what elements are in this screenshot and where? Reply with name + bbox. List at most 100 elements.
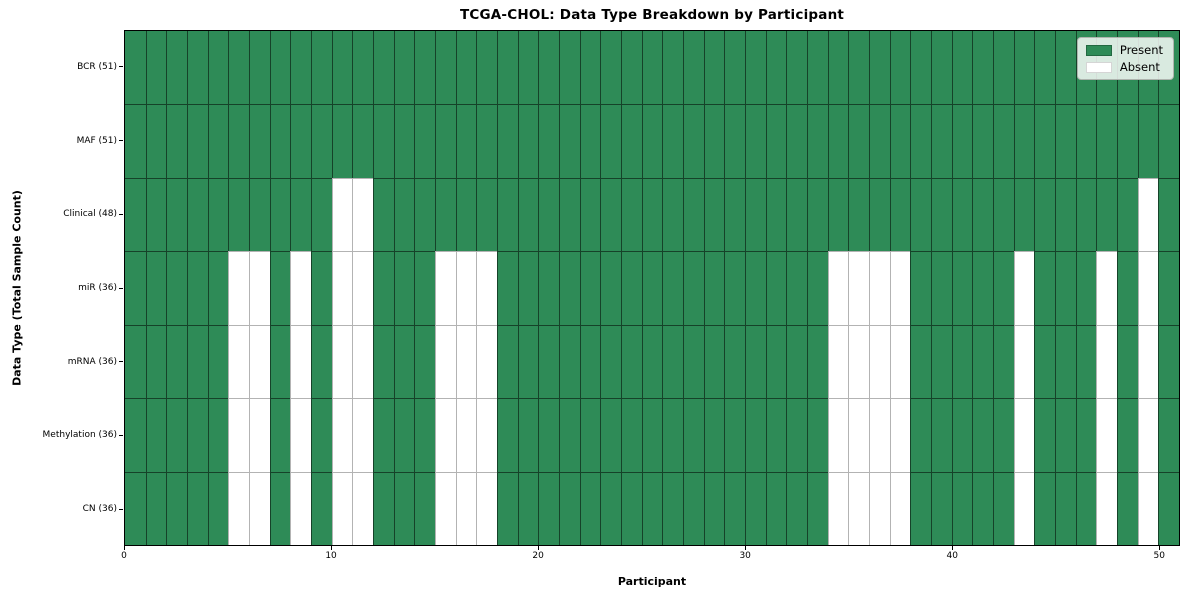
heatmap-cell bbox=[682, 324, 704, 399]
heatmap-cell bbox=[145, 31, 167, 105]
heatmap-cell bbox=[682, 398, 704, 472]
heatmap-cell bbox=[538, 398, 559, 472]
heatmap-cell bbox=[186, 324, 208, 399]
heatmap-cell bbox=[827, 324, 849, 399]
heatmap-cell bbox=[434, 104, 456, 178]
heatmap-cell bbox=[455, 104, 477, 178]
heatmap-cell bbox=[1137, 251, 1159, 325]
heatmap-cell bbox=[372, 471, 394, 545]
heatmap-cell bbox=[331, 471, 353, 545]
heatmap-cell bbox=[352, 251, 373, 325]
heatmap-cell bbox=[352, 324, 373, 399]
y-tick-mark bbox=[119, 508, 123, 510]
heatmap-cell bbox=[620, 177, 642, 252]
heatmap-cell bbox=[868, 251, 890, 325]
heatmap-cell bbox=[414, 251, 435, 325]
heatmap-cell bbox=[951, 177, 973, 252]
heatmap-cell bbox=[372, 251, 394, 325]
heatmap-cell bbox=[558, 398, 580, 472]
heatmap-cell bbox=[620, 104, 642, 178]
heatmap-cell bbox=[1054, 251, 1076, 325]
heatmap-cell bbox=[1013, 471, 1035, 545]
heatmap-cell bbox=[703, 104, 725, 178]
y-tick-label: Methylation (36) bbox=[42, 430, 117, 441]
heatmap-cell bbox=[951, 471, 973, 545]
heatmap-cell bbox=[517, 398, 539, 472]
heatmap-cell bbox=[558, 31, 580, 105]
heatmap-cell bbox=[538, 251, 559, 325]
heatmap-cell bbox=[600, 177, 621, 252]
present-swatch-icon bbox=[1085, 44, 1112, 56]
heatmap-cell bbox=[641, 471, 663, 545]
heatmap-cell bbox=[352, 398, 373, 472]
heatmap-cell bbox=[744, 324, 766, 399]
heatmap-cell bbox=[414, 398, 435, 472]
heatmap-cell bbox=[889, 177, 911, 252]
heatmap-cell bbox=[682, 251, 704, 325]
heatmap-cell bbox=[455, 471, 477, 545]
heatmap-cell bbox=[125, 177, 146, 252]
heatmap-cell bbox=[662, 177, 683, 252]
heatmap-cell bbox=[207, 31, 229, 105]
heatmap-cell bbox=[1075, 398, 1097, 472]
heatmap-cell bbox=[1096, 177, 1117, 252]
heatmap-cell bbox=[972, 31, 993, 105]
heatmap-cell bbox=[951, 324, 973, 399]
heatmap-cell bbox=[496, 471, 518, 545]
heatmap-cell bbox=[352, 471, 373, 545]
heatmap-cell bbox=[930, 251, 952, 325]
x-tick-mark bbox=[330, 546, 332, 550]
heatmap-cell bbox=[145, 471, 167, 545]
heatmap-cell bbox=[682, 471, 704, 545]
heatmap-cell bbox=[827, 398, 849, 472]
heatmap-cell bbox=[269, 177, 291, 252]
heatmap-cell bbox=[228, 31, 249, 105]
heatmap-cell bbox=[992, 104, 1014, 178]
heatmap-cell bbox=[145, 324, 167, 399]
heatmap-cell bbox=[744, 177, 766, 252]
x-tick-label: 30 bbox=[739, 551, 751, 561]
heatmap-cell bbox=[1013, 31, 1035, 105]
heatmap-cell bbox=[331, 398, 353, 472]
heatmap-cell bbox=[889, 471, 911, 545]
heatmap-cell bbox=[972, 471, 993, 545]
heatmap-cell bbox=[765, 324, 787, 399]
heatmap-cell bbox=[1096, 398, 1117, 472]
heatmap-cell bbox=[517, 251, 539, 325]
heatmap-cell bbox=[662, 471, 683, 545]
heatmap-cell bbox=[930, 324, 952, 399]
heatmap-cell bbox=[207, 324, 229, 399]
heatmap-cell bbox=[414, 324, 435, 399]
heatmap-cell bbox=[352, 177, 373, 252]
heatmap-cell bbox=[434, 251, 456, 325]
heatmap-cell bbox=[620, 31, 642, 105]
heatmap-cell bbox=[538, 31, 559, 105]
heatmap-cell bbox=[455, 31, 477, 105]
heatmap-cell bbox=[930, 471, 952, 545]
heatmap-cell bbox=[1013, 104, 1035, 178]
heatmap-cell bbox=[1054, 31, 1076, 105]
heatmap-cell bbox=[972, 177, 993, 252]
heatmap-cell bbox=[765, 177, 787, 252]
heatmap-cell bbox=[434, 471, 456, 545]
heatmap-cell bbox=[269, 104, 291, 178]
x-tick-mark bbox=[744, 546, 746, 550]
heatmap-cell bbox=[744, 251, 766, 325]
heatmap-cell bbox=[827, 104, 849, 178]
heatmap-cell bbox=[455, 324, 477, 399]
heatmap-cell bbox=[765, 104, 787, 178]
heatmap-cell bbox=[414, 104, 435, 178]
heatmap-cell bbox=[786, 31, 807, 105]
x-tick-mark bbox=[123, 546, 125, 550]
heatmap-cell bbox=[558, 251, 580, 325]
heatmap-cell bbox=[310, 324, 332, 399]
heatmap-cell bbox=[806, 251, 828, 325]
heatmap-cell bbox=[352, 31, 373, 105]
heatmap-cell bbox=[724, 31, 745, 105]
heatmap-cell bbox=[145, 251, 167, 325]
heatmap-cell bbox=[207, 177, 229, 252]
heatmap-cell bbox=[744, 104, 766, 178]
x-tick-mark bbox=[1158, 546, 1160, 550]
heatmap-cell bbox=[331, 177, 353, 252]
